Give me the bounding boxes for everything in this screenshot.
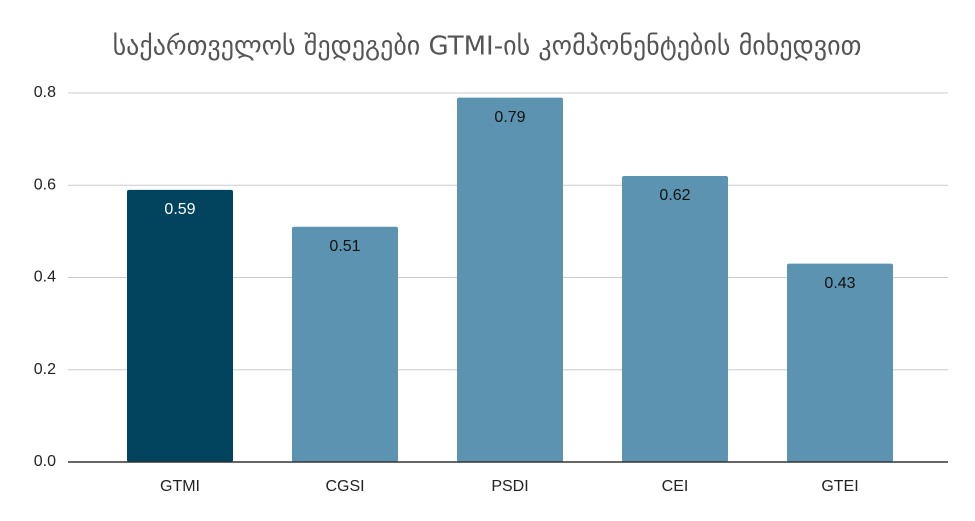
bar	[292, 226, 398, 462]
x-tick-label: PSDI	[491, 478, 528, 495]
y-tick-label: 0.4	[34, 269, 56, 286]
x-tick-label: GTEI	[821, 478, 858, 495]
y-tick-label: 0.8	[34, 84, 56, 101]
bar	[787, 263, 893, 462]
value-label: 0.51	[329, 238, 360, 255]
value-label: 0.59	[164, 201, 195, 218]
value-label: 0.62	[659, 187, 690, 204]
value-label: 0.43	[824, 275, 855, 292]
chart-title: საქართველოს შედეგები GTMI-ის კომპონენტებ…	[113, 32, 862, 62]
x-tick-label: GTMI	[160, 478, 200, 495]
x-tick-label: CEI	[662, 478, 689, 495]
y-tick-label: 0.0	[34, 453, 56, 470]
value-label: 0.79	[494, 109, 525, 126]
x-tick-label: CGSI	[325, 478, 364, 495]
bar	[457, 97, 563, 463]
bar	[127, 189, 233, 463]
y-tick-label: 0.6	[34, 176, 56, 193]
y-tick-label: 0.2	[34, 361, 56, 378]
bar	[622, 176, 728, 462]
